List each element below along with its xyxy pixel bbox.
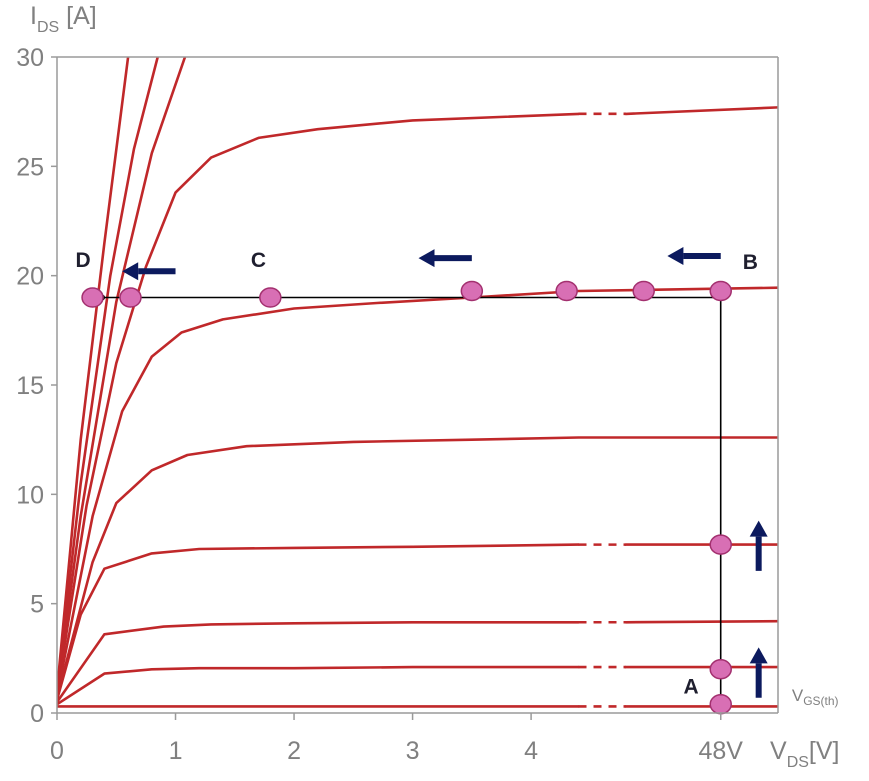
operating-point-marker [709, 694, 732, 715]
markers [81, 280, 732, 715]
operating-point-marker [460, 280, 484, 302]
x-tick-label: 48V [698, 737, 743, 765]
x-tick-label: 3 [406, 737, 420, 765]
curve-6 [57, 286, 778, 697]
x-tick-label: 0 [50, 737, 64, 765]
point-label-b: B [743, 251, 758, 274]
y-tick-label: 25 [16, 153, 44, 181]
y-tick-label: 15 [16, 372, 44, 400]
point-label-d: D [75, 249, 90, 272]
load-line [102, 296, 722, 707]
curve-10 [57, 57, 130, 693]
y-tick-label: 20 [16, 263, 44, 291]
operating-point-marker [259, 287, 282, 308]
y-tick-label: 10 [16, 481, 44, 509]
arrows [122, 246, 768, 698]
load-line-group [99, 294, 722, 707]
arrow-head [749, 520, 768, 537]
operating-point-marker [709, 280, 732, 302]
curve-4 [57, 543, 580, 702]
curve-7 [57, 112, 580, 695]
operating-point-marker [709, 534, 732, 555]
x-tick-label: 1 [169, 737, 183, 765]
operating-point-marker [709, 659, 732, 680]
x-tick-label: 4 [524, 737, 538, 765]
curve-tail-7 [624, 106, 778, 116]
curves [57, 57, 778, 708]
arrow-head [667, 246, 684, 265]
operating-point-marker [632, 280, 655, 302]
curve-2 [57, 665, 580, 706]
curve-3 [57, 620, 580, 704]
operating-point-marker [555, 280, 578, 302]
operating-point-marker [119, 287, 142, 308]
curve-5 [57, 436, 778, 700]
y-tick-label: 0 [30, 700, 44, 728]
y-axis-title: IDS [A] [30, 2, 97, 36]
annotations: IDS [A] VDS[V] D C B A VGS(th) [30, 2, 840, 771]
point-label-c: C [251, 249, 266, 272]
curve-8 [57, 57, 187, 693]
arrow-head [749, 647, 768, 664]
tick-labels: 0 5 10 15 20 25 30 0 1 2 3 4 48V [16, 44, 743, 765]
curve-tail-3 [624, 619, 778, 624]
y-tick-label: 30 [16, 44, 44, 72]
y-tick-label: 5 [30, 591, 44, 619]
vgs-threshold-label: VGS(th) [792, 686, 839, 708]
arrow-head [418, 249, 435, 268]
arrow-head [122, 262, 139, 281]
operating-point-marker [81, 287, 104, 308]
x-axis-title: VDS[V] [770, 737, 840, 771]
curve-9 [57, 57, 159, 693]
point-label-a: A [684, 675, 699, 698]
x-tick-label: 2 [287, 737, 301, 765]
plot-frame [56, 56, 779, 714]
